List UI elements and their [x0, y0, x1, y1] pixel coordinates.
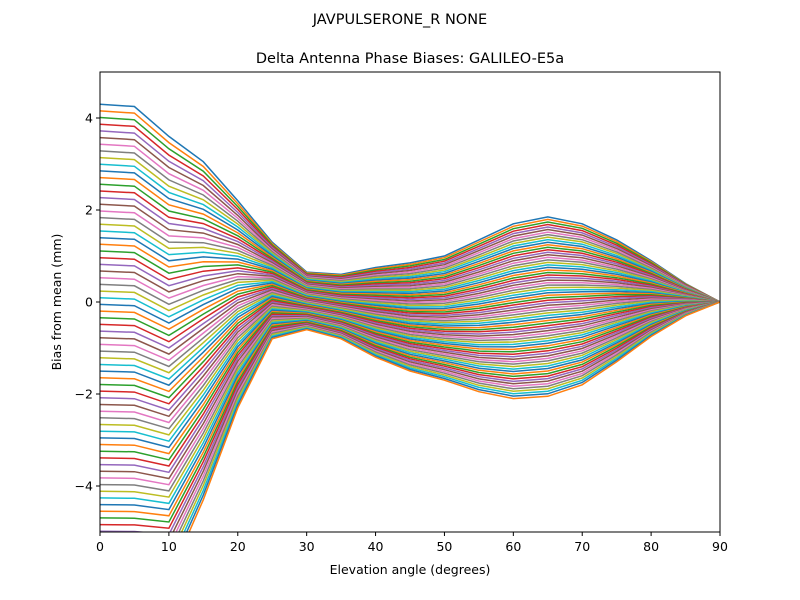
series-line — [100, 290, 720, 362]
chart-suptitle: JAVPULSERONE_R NONE — [312, 12, 487, 28]
x-tick-label: 90 — [712, 539, 728, 554]
y-tick-label: 2 — [85, 203, 93, 218]
series-line — [100, 301, 720, 523]
series-line — [100, 301, 720, 455]
series-line — [100, 278, 720, 306]
x-tick-label: 30 — [299, 539, 315, 554]
x-tick-label: 70 — [574, 539, 590, 554]
y-tick-label: 4 — [85, 111, 93, 126]
series-line — [100, 301, 720, 532]
series-line — [100, 297, 720, 393]
series-line — [100, 301, 720, 461]
series-line — [188, 301, 720, 532]
series-line — [100, 286, 720, 343]
y-axis: −4 −2 0 2 4 — [75, 111, 100, 494]
series-line — [100, 190, 720, 303]
series-line — [100, 301, 720, 486]
series-line — [100, 256, 720, 303]
series-line — [100, 279, 720, 312]
series-line — [100, 156, 720, 303]
y-axis-label: Bias from mean (mm) — [49, 234, 64, 371]
series-line — [100, 283, 720, 331]
series-line — [100, 123, 720, 303]
x-tick-label: 10 — [161, 539, 177, 554]
series-line — [100, 150, 720, 303]
y-tick-label: 0 — [85, 295, 93, 310]
series-line — [100, 263, 720, 303]
series-line — [100, 301, 720, 430]
series-line — [100, 136, 720, 303]
series-line — [100, 301, 720, 436]
series-line — [100, 301, 720, 424]
x-tick-label: 60 — [505, 539, 521, 554]
series-layer — [100, 103, 720, 532]
series-line — [100, 280, 720, 318]
series-line — [100, 301, 720, 411]
series-line — [100, 301, 720, 418]
series-line — [100, 176, 720, 303]
series-line — [100, 203, 720, 303]
series-line — [100, 163, 720, 303]
series-line — [100, 116, 720, 303]
y-tick-label: −4 — [75, 479, 93, 494]
series-line — [100, 301, 720, 511]
series-line — [100, 301, 720, 467]
series-line — [180, 301, 720, 532]
x-tick-label: 20 — [230, 539, 246, 554]
series-line — [100, 236, 720, 303]
series-line — [100, 299, 720, 405]
series-line — [100, 301, 720, 480]
series-line — [178, 301, 720, 532]
series-line — [100, 282, 720, 324]
series-line — [100, 301, 720, 449]
series-line — [100, 301, 720, 492]
series-line — [100, 301, 720, 505]
series-line — [100, 293, 720, 374]
series-line — [100, 210, 720, 303]
y-tick-label: −2 — [75, 387, 93, 402]
x-axis-label: Elevation angle (degrees) — [330, 562, 491, 577]
series-line — [100, 301, 720, 529]
series-line — [100, 243, 720, 303]
series-line — [183, 301, 720, 532]
series-line — [100, 196, 720, 303]
series-line — [100, 170, 720, 303]
chart-title: Delta Antenna Phase Biases: GALILEO-E5a — [256, 51, 564, 67]
series-line — [100, 143, 720, 303]
series-line — [100, 298, 720, 399]
series-line — [100, 223, 720, 303]
series-line — [100, 270, 720, 303]
x-tick-label: 40 — [368, 539, 384, 554]
x-tick-label: 80 — [643, 539, 659, 554]
series-line — [175, 301, 720, 532]
x-tick-label: 0 — [96, 539, 104, 554]
series-line — [100, 289, 720, 355]
series-line — [100, 284, 720, 337]
series-line — [100, 110, 720, 303]
series-line — [100, 250, 720, 303]
x-axis: 0 10 20 30 40 50 60 70 80 90 — [96, 532, 728, 554]
series-line — [100, 294, 720, 380]
series-line — [185, 301, 720, 532]
series-line — [100, 130, 720, 303]
series-line — [100, 275, 720, 304]
series-line — [172, 301, 720, 532]
series-line — [100, 301, 720, 443]
series-line — [100, 295, 720, 387]
series-line — [100, 291, 720, 368]
series-line — [100, 216, 720, 303]
series-line — [100, 103, 720, 303]
series-line — [100, 301, 720, 517]
x-tick-label: 50 — [436, 539, 452, 554]
series-line — [100, 230, 720, 303]
series-line — [100, 301, 720, 498]
series-line — [100, 301, 720, 474]
series-line — [100, 287, 720, 349]
series-line — [100, 183, 720, 303]
